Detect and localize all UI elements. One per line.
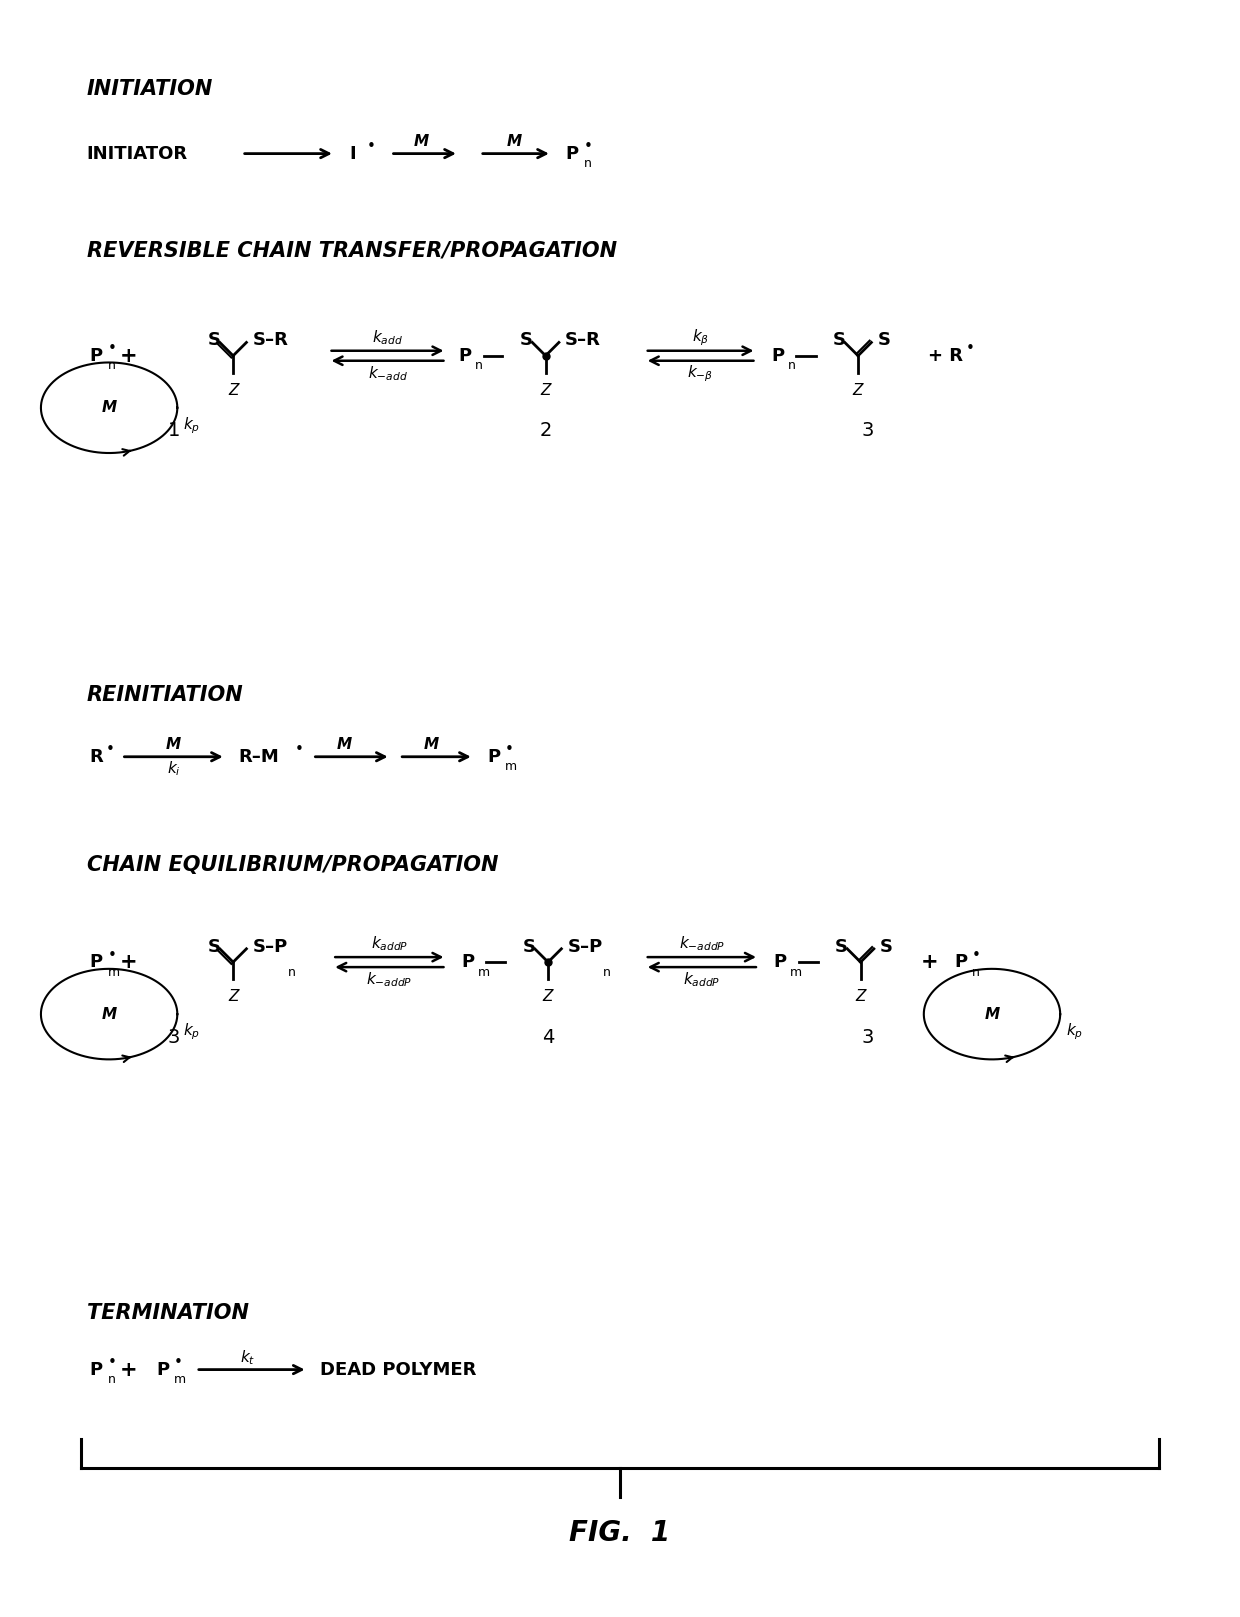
Text: S: S (832, 331, 846, 349)
Text: FIG.  1: FIG. 1 (569, 1518, 671, 1547)
Text: •: • (108, 341, 117, 356)
Text: m: m (505, 760, 517, 773)
Text: $k_{-addP}$: $k_{-addP}$ (678, 935, 725, 954)
Text: M: M (507, 134, 522, 149)
Text: •: • (174, 1355, 182, 1370)
Text: S–P: S–P (253, 938, 288, 956)
Text: $k_p$: $k_p$ (1066, 1022, 1084, 1043)
Text: •: • (584, 139, 593, 154)
Text: •: • (505, 742, 513, 757)
Text: + R: + R (928, 346, 962, 365)
Text: n: n (475, 359, 482, 372)
Text: •: • (972, 948, 981, 962)
Text: INITIATOR: INITIATOR (87, 144, 188, 163)
Text: 3: 3 (167, 1028, 180, 1046)
Text: •: • (295, 742, 304, 757)
Text: 3: 3 (862, 422, 874, 440)
Text: m: m (790, 965, 802, 978)
Text: $k_{-\beta}$: $k_{-\beta}$ (687, 364, 714, 385)
Text: REINITIATION: REINITIATION (87, 686, 243, 705)
Text: n: n (108, 359, 115, 372)
Text: P: P (461, 952, 475, 972)
Text: $k_p$: $k_p$ (184, 416, 201, 437)
Text: M: M (424, 737, 439, 752)
Text: TERMINATION: TERMINATION (87, 1303, 249, 1323)
Text: +: + (120, 952, 138, 972)
Text: m: m (477, 965, 490, 978)
Text: S: S (878, 331, 890, 349)
Text: +: + (921, 952, 939, 972)
Text: $k_t$: $k_t$ (241, 1349, 255, 1366)
Text: 2: 2 (539, 422, 552, 440)
Text: S: S (520, 331, 533, 349)
Text: $k_{\beta}$: $k_{\beta}$ (692, 327, 709, 348)
Text: S: S (835, 938, 848, 956)
Text: P: P (89, 1360, 103, 1379)
Text: Z: Z (856, 990, 866, 1004)
Text: $k_{addP}$: $k_{addP}$ (683, 970, 720, 990)
Text: I: I (350, 144, 356, 163)
Text: R–M: R–M (238, 747, 279, 766)
Text: P: P (89, 952, 103, 972)
Text: M: M (337, 737, 352, 752)
Text: $k_p$: $k_p$ (184, 1022, 201, 1043)
Text: S: S (207, 938, 221, 956)
Text: P: P (955, 952, 968, 972)
Text: INITIATION: INITIATION (87, 79, 213, 99)
Text: •: • (108, 948, 117, 962)
Text: 1: 1 (167, 422, 180, 440)
Text: m: m (108, 965, 120, 978)
Text: $k_{-addP}$: $k_{-addP}$ (366, 970, 413, 990)
Text: Z: Z (541, 383, 551, 398)
Text: M: M (102, 1007, 117, 1022)
Text: •: • (367, 139, 376, 154)
Text: Z: Z (543, 990, 553, 1004)
Text: +: + (120, 1360, 138, 1379)
Text: CHAIN EQUILIBRIUM/PROPAGATION: CHAIN EQUILIBRIUM/PROPAGATION (87, 855, 498, 875)
Text: 3: 3 (862, 1028, 874, 1046)
Text: P: P (774, 952, 787, 972)
Text: M: M (166, 737, 181, 752)
Text: m: m (174, 1373, 186, 1386)
Text: DEAD POLYMER: DEAD POLYMER (320, 1360, 476, 1379)
Text: +: + (120, 346, 138, 365)
Text: M: M (985, 1007, 999, 1022)
Text: n: n (603, 965, 610, 978)
Text: Z: Z (228, 990, 238, 1004)
Text: 4: 4 (542, 1028, 554, 1046)
Text: P: P (771, 346, 785, 365)
Text: P: P (565, 144, 579, 163)
Text: $k_{add}$: $k_{add}$ (372, 328, 403, 348)
Text: S: S (207, 331, 221, 349)
Text: n: n (288, 965, 295, 978)
Text: R: R (89, 747, 103, 766)
Text: S–R: S–R (565, 331, 600, 349)
Text: Z: Z (853, 383, 863, 398)
Text: n: n (584, 157, 591, 170)
Text: $k_i$: $k_i$ (166, 760, 181, 778)
Text: $k_{addP}$: $k_{addP}$ (371, 935, 408, 954)
Text: P: P (459, 346, 472, 365)
Text: •: • (105, 742, 114, 757)
Text: •: • (966, 341, 975, 356)
Text: n: n (787, 359, 795, 372)
Text: M: M (414, 134, 429, 149)
Text: P: P (156, 1360, 170, 1379)
Text: n: n (972, 965, 980, 978)
Text: n: n (108, 1373, 115, 1386)
Text: P: P (487, 747, 501, 766)
Text: $k_{-add}$: $k_{-add}$ (367, 364, 408, 383)
Text: REVERSIBLE CHAIN TRANSFER/PROPAGATION: REVERSIBLE CHAIN TRANSFER/PROPAGATION (87, 241, 618, 260)
Text: M: M (102, 401, 117, 416)
Text: P: P (89, 346, 103, 365)
Text: S: S (522, 938, 536, 956)
Text: •: • (108, 1355, 117, 1370)
Text: S–R: S–R (253, 331, 288, 349)
Text: S: S (880, 938, 893, 956)
Text: S–P: S–P (568, 938, 603, 956)
Text: Z: Z (228, 383, 238, 398)
